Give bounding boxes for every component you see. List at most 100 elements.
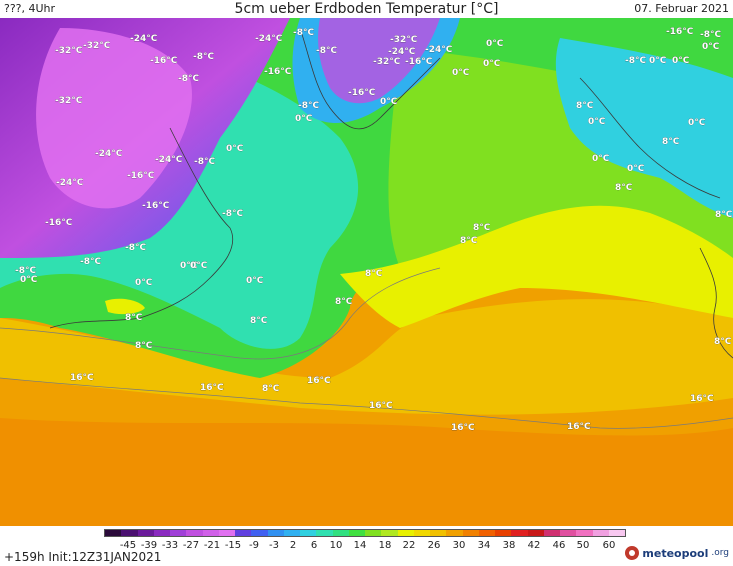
temperature-label: 0°C xyxy=(180,261,198,271)
temperature-labels: -32°C -32°C-24°C-16°C-8°C-8°C-24°C-8°C-8°… xyxy=(15,27,733,433)
legend-swatch xyxy=(527,530,544,536)
legend-swatch xyxy=(137,530,154,536)
legend-swatch xyxy=(365,530,382,536)
temperature-label: -16°C xyxy=(127,171,155,181)
legend-swatch xyxy=(153,530,170,536)
temperature-label: 8°C xyxy=(715,210,733,220)
legend-tick-label: -21 xyxy=(203,540,221,551)
temperature-label: -8°C xyxy=(700,30,721,40)
legend-swatch xyxy=(121,530,138,536)
legend-swatch xyxy=(462,530,479,536)
color-legend: -45 -39 -33 -27 -21 -15 -9 -3 2 6 10 14 18 22 26 30 34 38… xyxy=(104,529,626,563)
temperature-label: -8°C xyxy=(15,266,36,276)
newfoundland-warm-spot xyxy=(105,298,145,315)
zone-yellow xyxy=(340,205,733,328)
legend-tick-label: 50 xyxy=(576,540,590,551)
brand-name: meteopool xyxy=(642,546,709,560)
legend-tick-label: 42 xyxy=(527,540,541,551)
temperature-label: 16°C xyxy=(200,383,224,393)
temperature-label: -24°C xyxy=(255,34,283,44)
temperature-label: 0°C xyxy=(486,39,504,49)
temperature-label: 0°C xyxy=(592,154,610,164)
temperature-label: 0°C xyxy=(649,56,667,66)
temperature-label: 16°C xyxy=(451,423,475,433)
legend-swatch xyxy=(576,530,593,536)
temperature-label: 16°C xyxy=(690,394,714,404)
coastline-labrador xyxy=(49,127,234,329)
zone-magenta-core xyxy=(36,28,192,209)
temperature-label: 8°C xyxy=(262,384,280,394)
legend-tick-label: 30 xyxy=(452,540,466,551)
legend-swatch xyxy=(251,530,268,536)
zone-cyan-east xyxy=(555,38,733,218)
legend-swatch xyxy=(397,530,414,536)
model-run-info: +159h Init:12Z31JAN2021 xyxy=(4,550,162,564)
temperature-label: 0°C xyxy=(20,275,38,285)
legend-swatch xyxy=(592,530,609,536)
temperature-label: 0°C xyxy=(672,56,690,66)
map-title: 5cm ueber Erdboden Temperatur [°C] xyxy=(234,1,499,17)
legend-swatch xyxy=(235,530,252,536)
legend-swatch xyxy=(186,530,203,536)
temperature-label: -8°C xyxy=(80,257,101,267)
temperature-label: -24°C xyxy=(95,149,123,159)
temperature-label: -16°C xyxy=(142,201,170,211)
legend-tick-label: -9 xyxy=(249,540,259,551)
temperature-label: 0°C xyxy=(588,117,606,127)
temperature-label: 0°C xyxy=(295,114,313,124)
legend-swatch xyxy=(430,530,447,536)
forecast-date: 07. Februar 2021 xyxy=(634,2,729,15)
brand-logo[interactable]: meteopool .org xyxy=(625,544,729,562)
temperature-label: 0°C xyxy=(135,278,153,288)
legend-tick-label: 60 xyxy=(602,540,616,551)
temperature-label: 0°C xyxy=(452,68,470,78)
temperature-label: 8°C xyxy=(460,236,478,246)
temperature-label: -16°C xyxy=(666,27,694,37)
legend-color-bar xyxy=(104,529,626,537)
legend-tick-label: 10 xyxy=(329,540,343,551)
legend-swatch xyxy=(105,530,122,536)
temperature-label: -16°C xyxy=(150,56,178,66)
brand-suffix: .org xyxy=(711,548,729,558)
legend-tick-label: -33 xyxy=(161,540,179,551)
temperature-label: 0°C xyxy=(702,42,720,52)
temperature-label: 8°C xyxy=(714,337,732,347)
temperature-label: -16°C xyxy=(264,67,292,77)
legend-swatch xyxy=(446,530,463,536)
temperature-label: 16°C xyxy=(70,373,94,383)
legend-tick-label: 6 xyxy=(310,540,318,551)
legend-tick-label: -27 xyxy=(182,540,200,551)
legend-tick-label: 18 xyxy=(378,540,392,551)
legend-swatch xyxy=(170,530,187,536)
legend-tick-label: 46 xyxy=(552,540,566,551)
map-header: ???, 4Uhr 5cm ueber Erdboden Temperatur … xyxy=(0,0,733,18)
zone-yellow-orange xyxy=(0,299,733,415)
legend-swatch xyxy=(348,530,365,536)
isotherm-16 xyxy=(0,377,733,429)
meteopool-logo-icon xyxy=(625,546,640,560)
temperature-label: -16°C xyxy=(405,57,433,67)
temperature-label: -32°C xyxy=(390,35,418,45)
temperature-label: 16°C xyxy=(307,376,331,386)
temperature-label: 16°C xyxy=(369,401,393,411)
temperature-label: -8°C xyxy=(222,209,243,219)
temperature-label: -8°C xyxy=(194,157,215,167)
temperature-label: 8°C xyxy=(335,297,353,307)
legend-swatch xyxy=(300,530,317,536)
temperature-label: 8°C xyxy=(662,137,680,147)
temperature-label: 0°C xyxy=(627,164,645,174)
legend-swatch xyxy=(543,530,560,536)
temperature-label: -16°C xyxy=(348,88,376,98)
temperature-label: 8°C xyxy=(576,101,594,111)
map-footer: -45 -39 -33 -27 -21 -15 -9 -3 2 6 10 14 18 22 26 30 34 38… xyxy=(0,526,733,566)
temperature-label: 0°C xyxy=(688,118,706,128)
temperature-label: -8°C xyxy=(125,243,146,253)
legend-swatch xyxy=(608,530,625,536)
legend-swatch xyxy=(511,530,528,536)
legend-swatch xyxy=(560,530,577,536)
coastline-scandinavia xyxy=(579,77,721,199)
legend-swatch xyxy=(316,530,333,536)
legend-swatch xyxy=(218,530,235,536)
legend-swatch xyxy=(267,530,284,536)
legend-tick-label: 2 xyxy=(289,540,297,551)
